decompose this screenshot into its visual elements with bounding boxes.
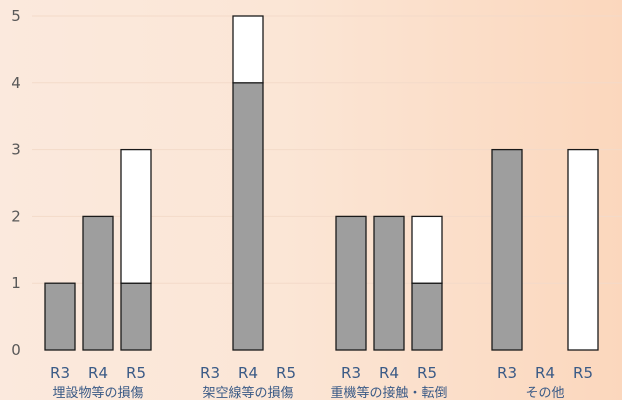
x-tick-label-0-1: R4 [88,364,108,382]
group-label-2: 重機等の接触・転倒 [330,385,447,400]
bar-2-2-upper [411,215,443,284]
bar-0-2-upper [120,148,152,284]
bar-3-2-upper [567,148,599,351]
bar-2-0-lower [335,215,367,351]
x-tick-label-3-2: R5 [573,364,593,382]
x-tick-label-1-2: R5 [276,364,296,382]
bar-1-1-lower [232,82,264,351]
group-label-1: 架空線等の損傷 [202,385,293,400]
bar-3-0-lower [491,148,523,351]
bar-2-1-lower [373,215,405,351]
y-tick-label-1: 1 [11,274,21,292]
x-tick-label-2-2: R5 [417,364,437,382]
y-tick-label-2: 2 [11,207,21,225]
group-label-3: その他 [525,386,564,400]
x-tick-label-3-1: R4 [535,364,555,382]
y-tick-label-3: 3 [11,141,21,159]
x-tick-label-1-1: R4 [238,364,258,382]
bar-1-1-upper [232,15,264,84]
bar-0-2-lower [120,282,152,351]
y-tick-label-0: 0 [11,341,21,359]
x-tick-label-2-1: R4 [379,364,399,382]
x-tick-label-0-2: R5 [126,364,146,382]
y-tick-label-4: 4 [11,74,21,92]
bar-2-2-lower [411,282,443,351]
x-tick-label-0-0: R3 [50,364,70,382]
bar-0-1-lower [82,215,114,351]
x-tick-label-1-0: R3 [200,364,220,382]
bar-0-0-lower [44,282,76,351]
y-tick-label-5: 5 [11,7,21,25]
x-tick-label-2-0: R3 [341,364,361,382]
x-tick-label-3-0: R3 [497,364,517,382]
group-label-0: 埋設物等の損傷 [52,385,143,400]
